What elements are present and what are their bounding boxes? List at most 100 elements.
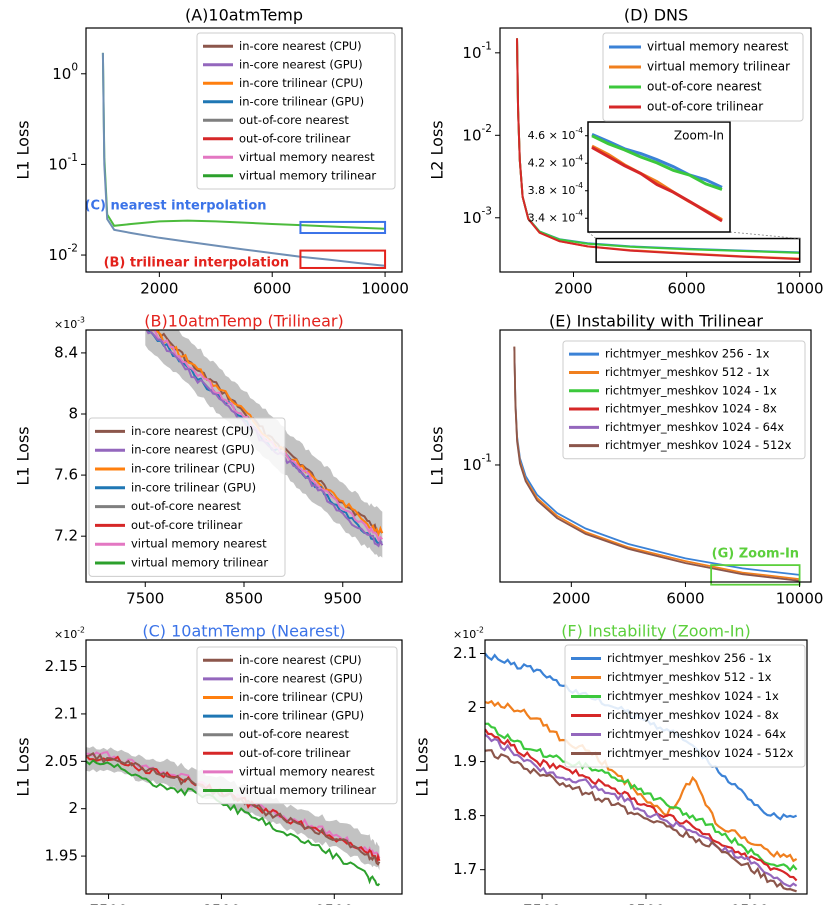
x-tick-label: 9500 [315, 902, 353, 905]
x-tick-label: 9500 [324, 590, 362, 608]
inset-frame [587, 121, 731, 233]
series-line [485, 733, 798, 888]
series-line [516, 38, 800, 261]
legend-label: out-of-core trilinear [647, 100, 763, 114]
legend-box [196, 646, 398, 805]
y-tick-label: 10-3 [462, 205, 492, 226]
legend-label: richtmyer_meshkov 512 - 1x [605, 365, 770, 379]
chart-panel-f: (F) Instability (Zoom-In) L1 Loss richtmye… [413, 622, 808, 905]
legend-label: in-core trilinear (GPU) [239, 94, 364, 108]
inset-y-tick-label: 4.2 × 10-4 [528, 154, 583, 170]
legend-label: richtmyer_meshkov 1024 - 512x [607, 746, 794, 760]
legend-label: virtual memory trilinear [239, 168, 376, 182]
y-axis-label: L1 Loss [14, 426, 33, 485]
y-tick-label: 10-1 [462, 41, 492, 62]
x-tick-label: 10000 [776, 590, 824, 608]
inset-series-line [591, 134, 723, 191]
inset-series-line [591, 146, 723, 223]
chart-panel-e: (E) Instability with Trilinear L1 Loss (G)… [428, 312, 824, 608]
series-line [86, 759, 381, 887]
plot-frame [499, 27, 812, 273]
legend-label: out-of-core trilinear [131, 518, 243, 532]
annotation: (B) trilinear interpolation [104, 256, 290, 271]
plot-frame [85, 27, 403, 273]
y-tick-label: 7.6 [54, 466, 78, 484]
x-tick-label: 7500 [89, 902, 127, 905]
x-tick-label: 9500 [731, 902, 769, 905]
inset-y-tick-label: 3.8 × 10-4 [528, 181, 583, 197]
y-tick-label: 2.1 [453, 644, 477, 662]
x-tick-label: 8500 [202, 902, 240, 905]
x-tick-label: 2000 [140, 280, 178, 298]
y-tick-label: 2 [68, 799, 78, 817]
y-tick-label: 1.95 [45, 847, 78, 865]
inset-y-tick-label: 4.6 × 10-4 [528, 126, 583, 142]
legend-label: in-core nearest (GPU) [239, 57, 363, 71]
axis-multiplier: ×10-2 [54, 625, 85, 641]
panel-title: (B)10atmTemp (Trilinear) [144, 312, 343, 331]
y-tick-label: 1.7 [453, 860, 477, 878]
y-tick-label: 100 [52, 61, 78, 82]
y-tick-label: 1.8 [453, 806, 477, 824]
legend-label: in-core nearest (CPU) [239, 653, 362, 667]
y-axis-label: L2 Loss [428, 120, 447, 179]
legend-label: virtual memory nearest [239, 150, 375, 164]
inset-title: Zoom-In [674, 129, 724, 143]
y-tick-label: 2.1 [54, 704, 78, 722]
legend-box [196, 32, 396, 190]
legend-label: richtmyer_meshkov 1024 - 1x [607, 689, 779, 703]
legend-label: out-of-core nearest [239, 727, 349, 741]
zoom-box [595, 237, 801, 263]
legend-label: out-of-core trilinear [239, 131, 351, 145]
x-tick-label: 8500 [225, 590, 263, 608]
x-tick-label: 10000 [361, 280, 409, 298]
y-tick-label: 2.05 [45, 752, 78, 770]
zoom-box [299, 249, 387, 269]
x-tick-label: 7500 [126, 590, 164, 608]
x-tick-label: 8500 [627, 902, 665, 905]
legend-label: in-core trilinear (CPU) [239, 690, 363, 704]
axis-multiplier: ×10-2 [453, 625, 484, 641]
legend-label: virtual memory trilinear [131, 556, 268, 570]
annotation: (C) nearest interpolation [85, 199, 267, 214]
legend-label: out-of-core nearest [647, 80, 762, 94]
legend-label: richtmyer_meshkov 1024 - 8x [605, 402, 777, 416]
chart-panel-d: (D) DNS L2 Loss Zoom-In 3.4 × 10-4 3.8 × 10-… [428, 6, 824, 298]
plot-frame [85, 639, 403, 895]
series-line [485, 699, 798, 863]
zoom-connector [587, 231, 597, 239]
panel-title: (E) Instability with Trilinear [549, 312, 763, 331]
legend-label: in-core nearest (CPU) [131, 424, 254, 438]
legend-box [562, 340, 806, 460]
legend-label: in-core trilinear (CPU) [131, 462, 255, 476]
y-axis-label: L1 Loss [413, 737, 432, 796]
legend-label: virtual memory nearest [647, 40, 789, 54]
series-line [513, 346, 800, 582]
inset-series-line [591, 133, 723, 189]
x-tick-label: 7500 [523, 902, 561, 905]
series-line [485, 749, 797, 893]
plot-frame [499, 329, 812, 583]
legend-box [88, 417, 286, 577]
legend-label: out-of-core nearest [131, 499, 241, 513]
legend-label: virtual memory trilinear [239, 783, 376, 797]
legend-label: in-core trilinear (CPU) [239, 76, 363, 90]
legend-label: richtmyer_meshkov 512 - 1x [607, 670, 772, 684]
legend-label: richtmyer_meshkov 1024 - 1x [605, 383, 777, 397]
y-tick-label: 8 [68, 405, 78, 423]
y-tick-label: 10-1 [48, 152, 78, 173]
series-line [101, 52, 386, 230]
chart-panel-a: (A)10atmTemp L1 Loss (C) nearest interpola… [14, 6, 409, 298]
legend-label: in-core nearest (CPU) [239, 39, 362, 53]
legend-label: in-core trilinear (GPU) [131, 480, 256, 494]
x-tick-label: 2000 [554, 280, 592, 298]
y-tick-label: 1.9 [453, 752, 477, 770]
legend-label: in-core nearest (GPU) [131, 443, 255, 457]
panel-title: (D) DNS [624, 6, 688, 25]
y-tick-label: 10-2 [48, 243, 78, 264]
legend-label: in-core nearest (GPU) [239, 671, 363, 685]
chart-panel-b: (B)10atmTemp (Trilinear) L1 Loss in-core n… [14, 312, 403, 608]
y-tick-label: 10-2 [462, 123, 492, 144]
y-tick-label: 10-1 [462, 453, 492, 474]
